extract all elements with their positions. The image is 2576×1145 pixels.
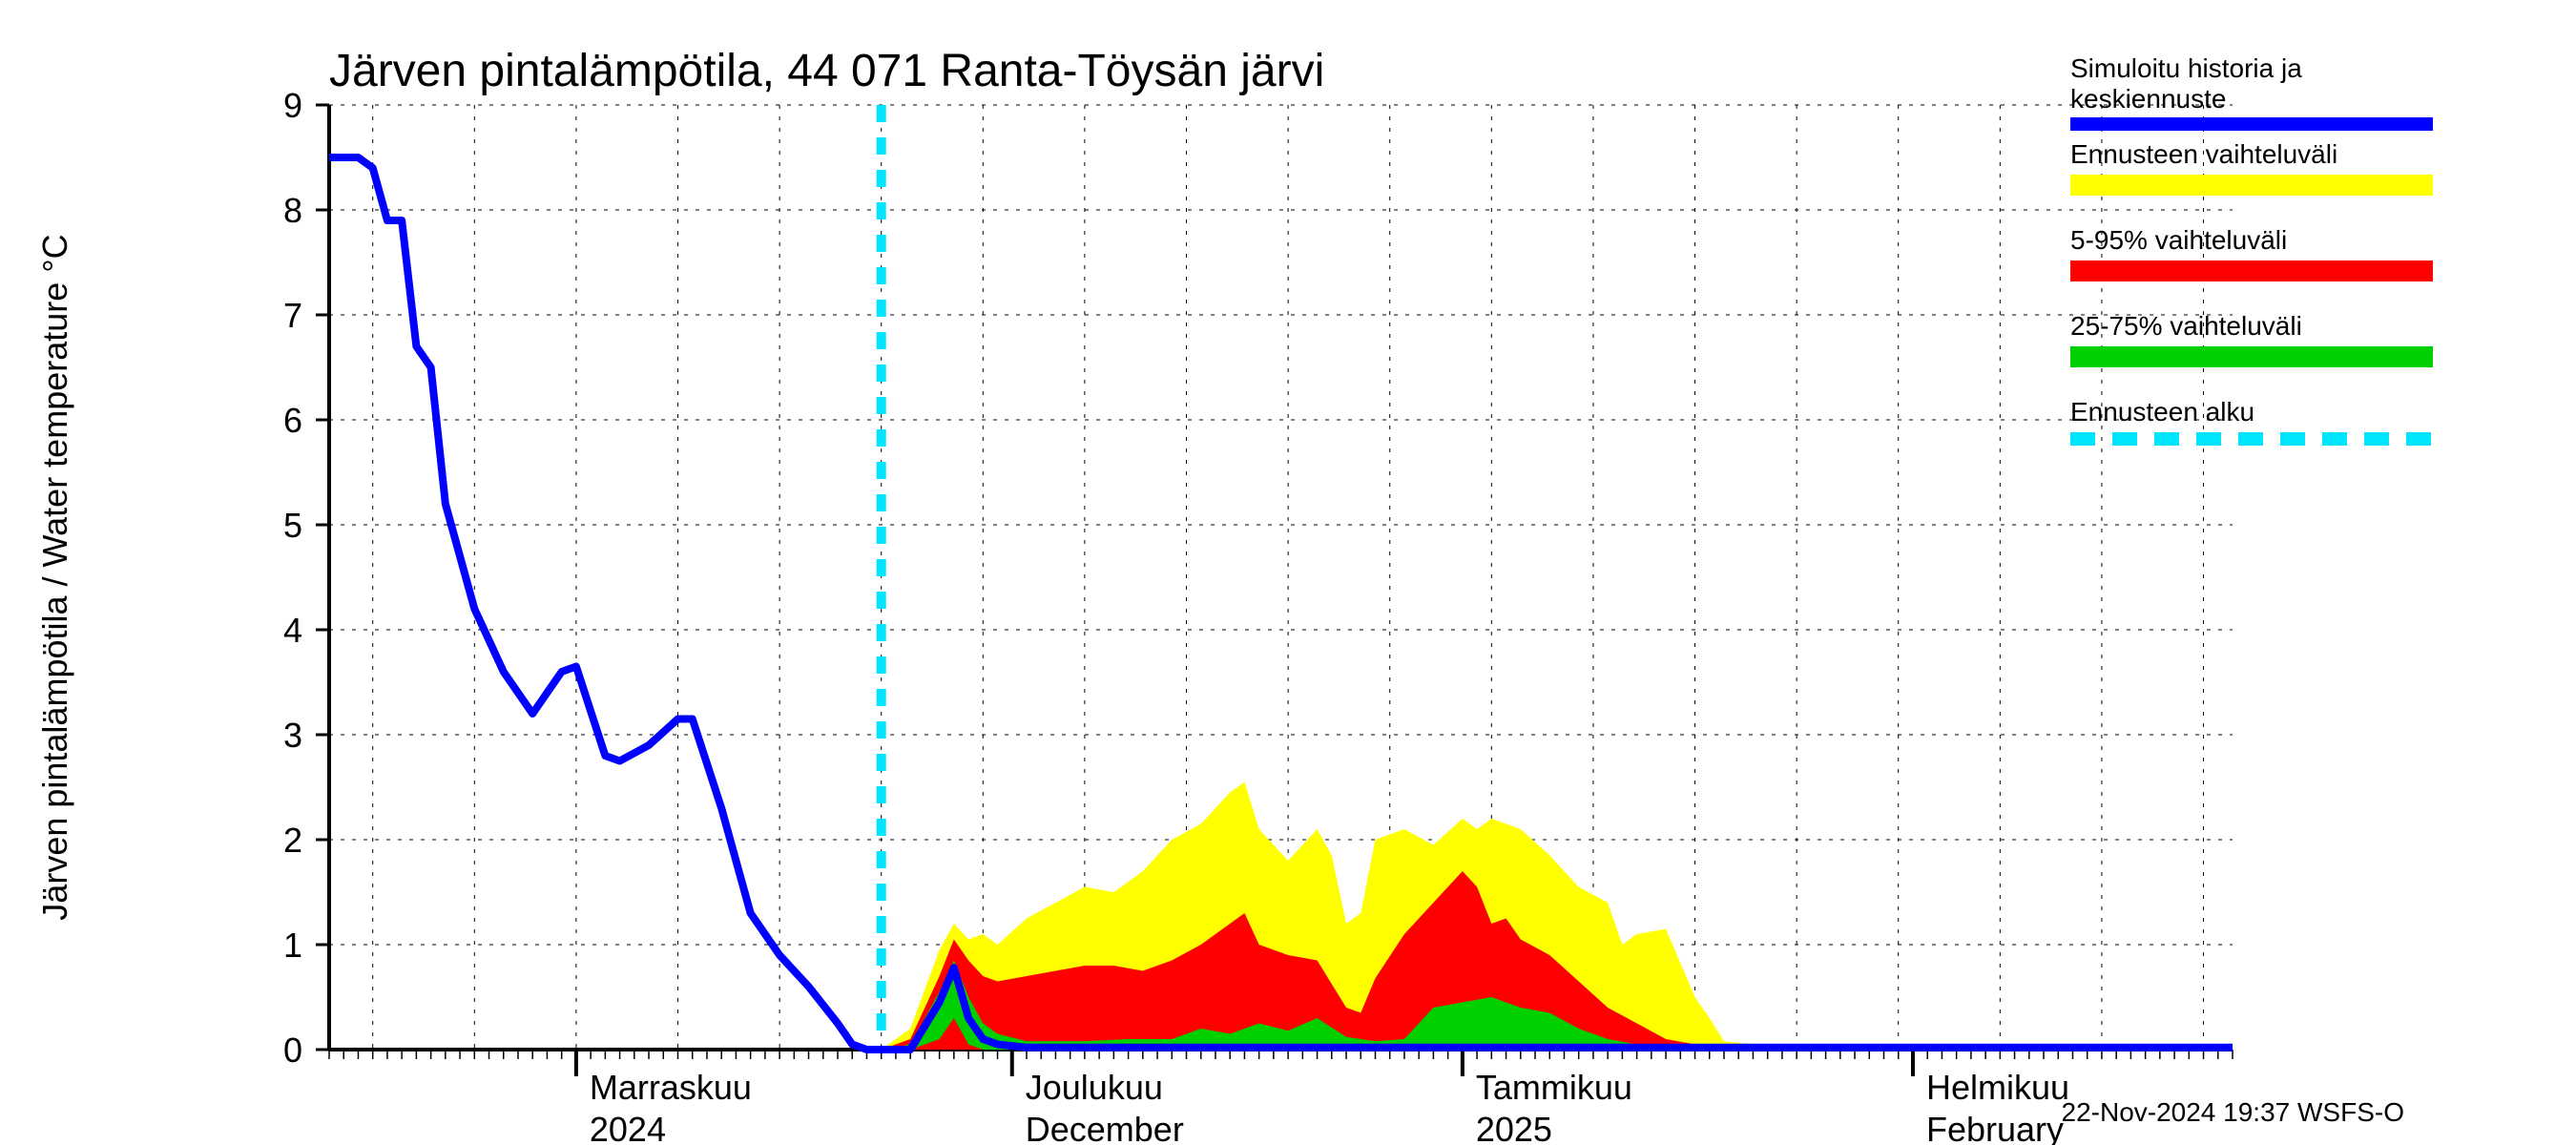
legend-label: Ennusteen vaihteluväli — [2070, 139, 2337, 169]
month-label-1: Marraskuu — [590, 1068, 752, 1107]
ytick-label: 6 — [283, 401, 302, 440]
legend-label: 25-75% vaihteluväli — [2070, 311, 2302, 341]
ytick-label: 8 — [283, 191, 302, 230]
ytick-label: 7 — [283, 296, 302, 335]
legend-label: 5-95% vaihteluväli — [2070, 225, 2287, 255]
ytick-label: 9 — [283, 86, 302, 125]
month-label-2: 2024 — [590, 1110, 666, 1145]
month-label-2: December — [1026, 1110, 1184, 1145]
ytick-label: 2 — [283, 821, 302, 860]
legend-swatch — [2070, 260, 2433, 281]
legend-label: keskiennuste — [2070, 84, 2226, 114]
ytick-label: 5 — [283, 506, 302, 545]
legend-swatch — [2070, 117, 2433, 131]
chart-footer: 22-Nov-2024 19:37 WSFS-O — [2062, 1097, 2405, 1127]
month-label-2: 2025 — [1476, 1110, 1552, 1145]
legend-label: Ennusteen alku — [2070, 397, 2254, 427]
month-label-1: Tammikuu — [1476, 1068, 1632, 1107]
legend-swatch — [2070, 346, 2433, 367]
ytick-label: 4 — [283, 611, 302, 650]
chart-container: 0 1 2 3 4 5 6 7 8 9 Marraskuu2024 JoulukuuDecember T… — [0, 0, 2576, 1145]
month-label-1: Joulukuu — [1026, 1068, 1163, 1107]
chart-title: Järven pintalämpötila, 44 071 Ranta-Töys… — [329, 46, 1324, 96]
y-axis-label: Järven pintalämpötila / Water temperatur… — [35, 234, 74, 920]
month-label-1: Helmikuu — [1926, 1068, 2069, 1107]
chart-svg: 0 1 2 3 4 5 6 7 8 9 Marraskuu2024 JoulukuuDecember T… — [0, 0, 2576, 1145]
ytick-label: 1 — [283, 926, 302, 965]
legend-swatch — [2070, 175, 2433, 196]
ytick-label: 0 — [283, 1030, 302, 1070]
ytick-label: 3 — [283, 716, 302, 755]
legend-label: Simuloitu historia ja — [2070, 53, 2302, 83]
month-label-2: February — [1926, 1110, 2064, 1145]
